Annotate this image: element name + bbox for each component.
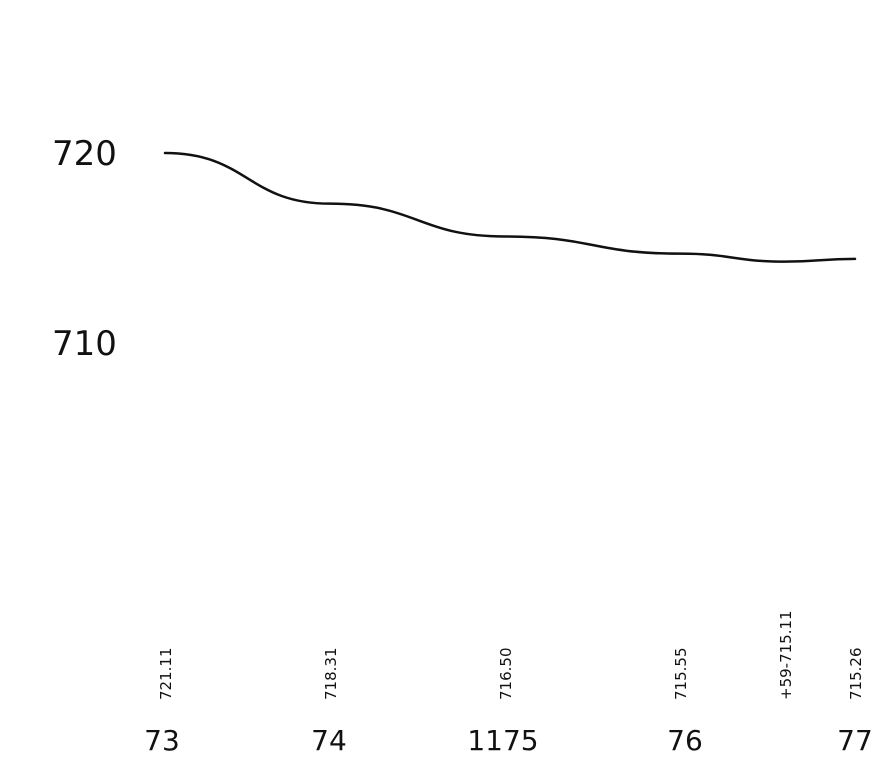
data-label-2: 716.50 [497,648,515,701]
x-tick-label: 74 [311,724,347,757]
y-axis-ticks: 720 710 [52,134,117,364]
x-axis-ticks: 73 74 1175 76 77 [144,724,873,757]
x-tick-label: 77 [837,724,873,757]
data-label-4: +59-715.11 [777,610,795,700]
data-label-0: 721.11 [157,648,175,701]
data-label-3: 715.55 [672,648,690,701]
series-line [163,151,857,263]
y-tick-label: 710 [52,324,117,364]
data-label-5: 715.26 [847,648,865,701]
y-tick-label: 720 [52,134,117,174]
x-tick-label: 1175 [467,724,538,757]
x-tick-label: 76 [667,724,703,757]
x-tick-label: 73 [144,724,180,757]
data-label-1: 718.31 [322,648,340,701]
data-labels: 721.11 718.31 716.50 715.55 +59-715.11 715.26 [157,610,865,701]
